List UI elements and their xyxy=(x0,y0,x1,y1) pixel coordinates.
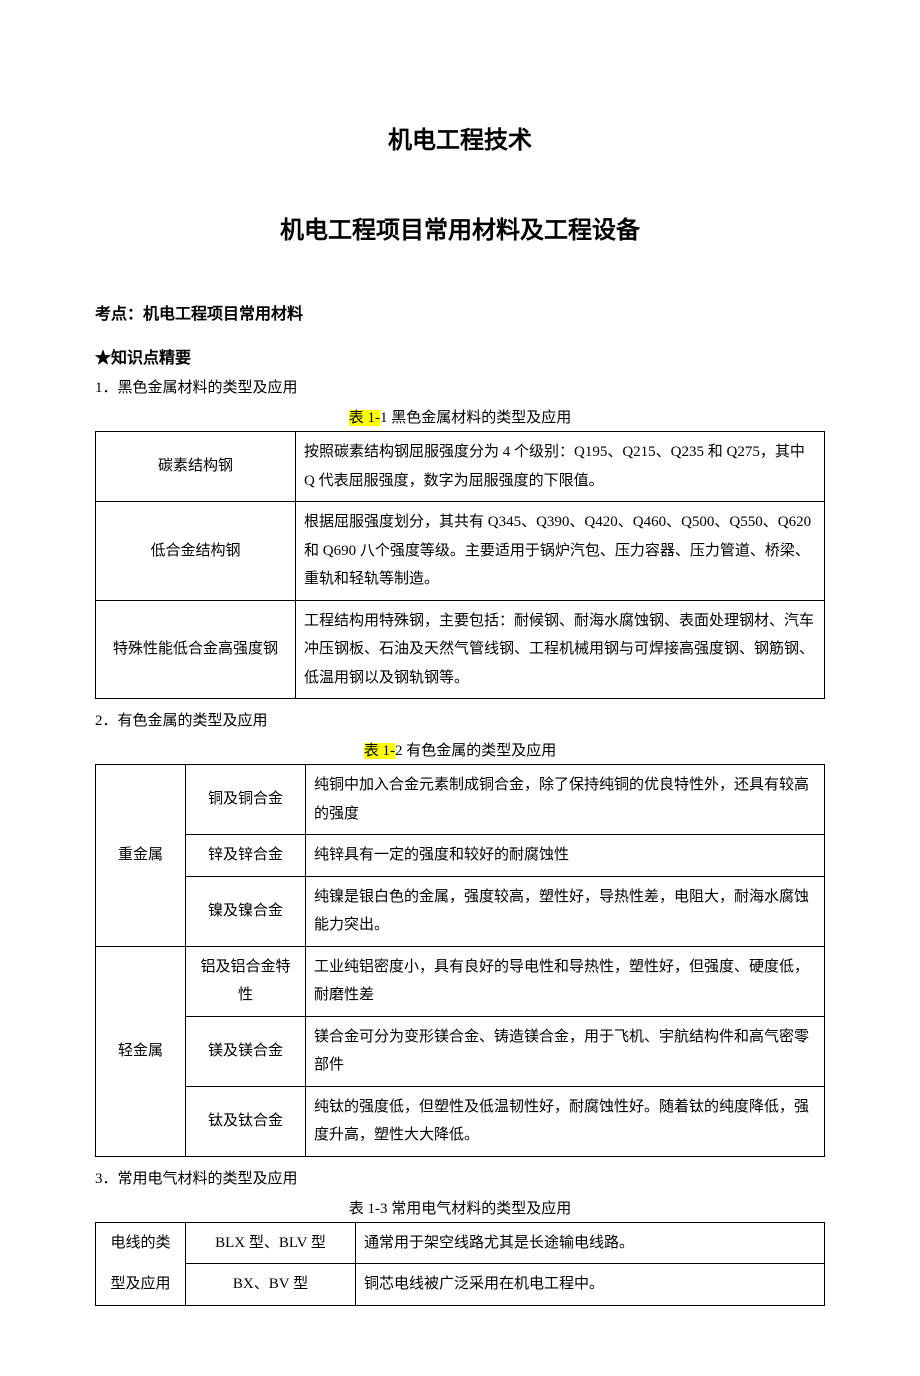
t3-r0-c0: BLX 型、BLV 型 xyxy=(186,1222,356,1264)
section2-line: 2．有色金属的类型及应用 xyxy=(95,709,825,733)
table-row: 低合金结构钢 根据屈服强度划分，其共有 Q345、Q390、Q420、Q460、… xyxy=(96,502,825,601)
table1-caption: 表 1-1 黑色金属材料的类型及应用 xyxy=(95,406,825,427)
table2-caption-rest: 2 有色金属的类型及应用 xyxy=(395,743,556,759)
table-row: 轻金属 铝及铝合金特性 工业纯铝密度小，具有良好的导电性和导热性，塑性好，但强度… xyxy=(96,946,825,1016)
sub-title: 机电工程项目常用材料及工程设备 xyxy=(95,210,825,245)
table-row: 重金属 铜及铜合金 纯铜中加入合金元素制成铜合金，除了保持纯铜的优良特性外，还具… xyxy=(96,765,825,835)
t3-label-line2: 型及应用 xyxy=(96,1264,186,1306)
t2-g1-r2-c1: 纯钛的强度低，但塑性及低温韧性好，耐腐蚀性好。随着钛的纯度降低，强度升高，塑性大… xyxy=(306,1086,825,1156)
t1-r2-c0: 特殊性能低合金高强度钢 xyxy=(96,600,296,699)
section1-line: 1．黑色金属材料的类型及应用 xyxy=(95,376,825,400)
table-row: 镍及镍合金 纯镍是银白色的金属，强度较高，塑性好，导热性差，电阻大，耐海水腐蚀能… xyxy=(96,876,825,946)
t1-r0-c1: 按照碳素结构钢屈服强度分为 4 个级别：Q195、Q215、Q235 和 Q27… xyxy=(296,432,825,502)
table2-caption: 表 1-2 有色金属的类型及应用 xyxy=(95,739,825,760)
table-row: 碳素结构钢 按照碳素结构钢屈服强度分为 4 个级别：Q195、Q215、Q235… xyxy=(96,432,825,502)
t1-r1-c0: 低合金结构钢 xyxy=(96,502,296,601)
t2-g1-r1-c0: 镁及镁合金 xyxy=(186,1016,306,1086)
t2-g1-r2-c0: 钛及钛合金 xyxy=(186,1086,306,1156)
t3-r1-c0: BX、BV 型 xyxy=(186,1264,356,1306)
t2-g1-r1-c1: 镁合金可分为变形镁合金、铸造镁合金，用于飞机、宇航结构件和高气密零部件 xyxy=(306,1016,825,1086)
t1-r2-c1: 工程结构用特殊钢，主要包括：耐候钢、耐海水腐蚀钢、表面处理钢材、汽车冲压钢板、石… xyxy=(296,600,825,699)
t2-g1-label: 轻金属 xyxy=(96,946,186,1156)
t2-g0-r0-c1: 纯铜中加入合金元素制成铜合金，除了保持纯铜的优良特性外，还具有较高的强度 xyxy=(306,765,825,835)
table-2: 重金属 铜及铜合金 纯铜中加入合金元素制成铜合金，除了保持纯铜的优良特性外，还具… xyxy=(95,764,825,1157)
t3-r1-c1: 铜芯电线被广泛采用在机电工程中。 xyxy=(356,1264,825,1306)
t2-g0-r0-c0: 铜及铜合金 xyxy=(186,765,306,835)
t2-g1-r0-c1: 工业纯铝密度小，具有良好的导电性和导热性，塑性好，但强度、硬度低，耐磨性差 xyxy=(306,946,825,1016)
section3-line: 3．常用电气材料的类型及应用 xyxy=(95,1167,825,1191)
t2-g0-r2-c1: 纯镍是银白色的金属，强度较高，塑性好，导热性差，电阻大，耐海水腐蚀能力突出。 xyxy=(306,876,825,946)
table-1: 碳素结构钢 按照碳素结构钢屈服强度分为 4 个级别：Q195、Q215、Q235… xyxy=(95,431,825,699)
t2-g0-r1-c0: 锌及锌合金 xyxy=(186,835,306,877)
table3-caption: 表 1-3 常用电气材料的类型及应用 xyxy=(95,1197,825,1218)
t2-g0-label: 重金属 xyxy=(96,765,186,947)
t1-r0-c0: 碳素结构钢 xyxy=(96,432,296,502)
t3-label-line1: 电线的类 xyxy=(96,1222,186,1264)
table-row: 镁及镁合金 镁合金可分为变形镁合金、铸造镁合金，用于飞机、宇航结构件和高气密零部… xyxy=(96,1016,825,1086)
table-row: 钛及钛合金 纯钛的强度低，但塑性及低温韧性好，耐腐蚀性好。随着钛的纯度降低，强度… xyxy=(96,1086,825,1156)
main-title: 机电工程技术 xyxy=(95,120,825,155)
table1-caption-rest: 1 黑色金属材料的类型及应用 xyxy=(380,410,571,426)
table-row: 型及应用 BX、BV 型 铜芯电线被广泛采用在机电工程中。 xyxy=(96,1264,825,1306)
table-row: 电线的类 BLX 型、BLV 型 通常用于架空线路尤其是长途输电线路。 xyxy=(96,1222,825,1264)
t3-r0-c1: 通常用于架空线路尤其是长途输电线路。 xyxy=(356,1222,825,1264)
table1-caption-hl: 表 1- xyxy=(349,410,380,426)
t2-g0-r2-c0: 镍及镍合金 xyxy=(186,876,306,946)
t1-r1-c1: 根据屈服强度划分，其共有 Q345、Q390、Q420、Q460、Q500、Q5… xyxy=(296,502,825,601)
t2-g0-r1-c1: 纯锌具有一定的强度和较好的耐腐蚀性 xyxy=(306,835,825,877)
table-row: 特殊性能低合金高强度钢 工程结构用特殊钢，主要包括：耐候钢、耐海水腐蚀钢、表面处… xyxy=(96,600,825,699)
t2-g1-r0-c0: 铝及铝合金特性 xyxy=(186,946,306,1016)
table2-caption-hl: 表 1- xyxy=(364,743,395,759)
table-row: 锌及锌合金 纯锌具有一定的强度和较好的耐腐蚀性 xyxy=(96,835,825,877)
table-3: 电线的类 BLX 型、BLV 型 通常用于架空线路尤其是长途输电线路。 型及应用… xyxy=(95,1222,825,1306)
knowledge-heading: ★知识点精要 xyxy=(95,344,825,368)
topic-heading: 考点：机电工程项目常用材料 xyxy=(95,300,825,324)
